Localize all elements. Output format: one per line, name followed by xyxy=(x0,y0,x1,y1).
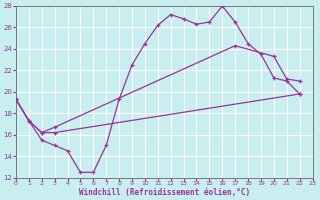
X-axis label: Windchill (Refroidissement éolien,°C): Windchill (Refroidissement éolien,°C) xyxy=(79,188,250,197)
